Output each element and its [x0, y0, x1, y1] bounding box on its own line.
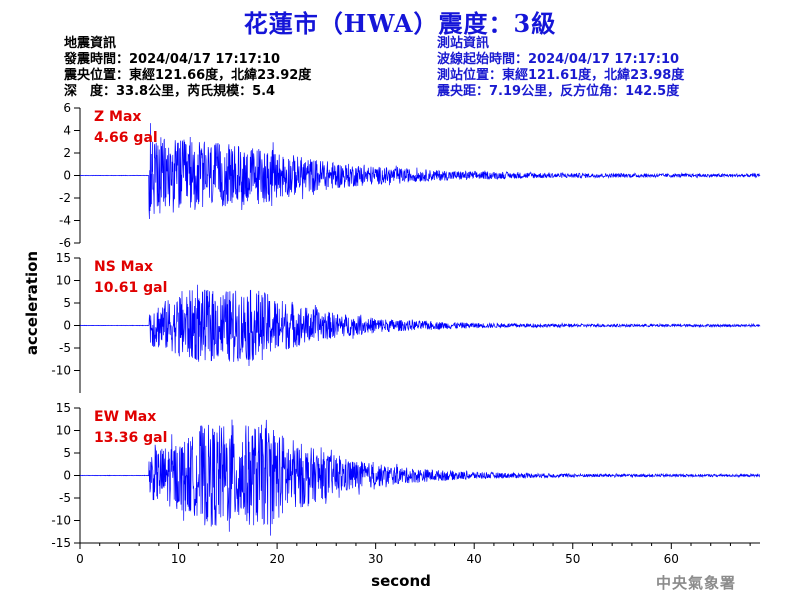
y-tick-label-ew: -10 [51, 514, 71, 528]
y-tick-label-ew: 0 [63, 469, 71, 483]
station-location: 測站位置：東經121.61度，北緯23.98度 [437, 68, 685, 83]
peak-value-ns: 10.61 gal [94, 280, 167, 296]
earthquake-info-block: 地震資訊 發震時間：2024/04/17 17:17:10 震央位置：東經121… [64, 36, 311, 100]
wave-start-time: 波線起始時間：2024/04/17 17:17:10 [437, 52, 680, 67]
y-axis-label: acceleration [23, 251, 41, 355]
chart-title: 花蓮市（HWA）震度：3級 [243, 9, 557, 38]
seismic-trace-ns [79, 284, 761, 367]
origin-time: 發震時間：2024/04/17 17:17:10 [64, 52, 281, 67]
seismic-trace-z [79, 123, 761, 220]
agency-watermark: 中央氣象署 [656, 574, 737, 592]
peak-value-z: 4.66 gal [94, 130, 158, 146]
y-tick-label-ns: 5 [63, 296, 71, 310]
y-tick-label-ns: -10 [51, 364, 71, 378]
y-tick-label-z: 4 [63, 124, 71, 138]
x-tick-label: 40 [467, 552, 482, 566]
y-tick-label-ew: 10 [56, 424, 71, 438]
y-tick-label-ns: -5 [59, 341, 71, 355]
x-axis-label: second [371, 572, 431, 590]
y-tick-label-z: 0 [63, 169, 71, 183]
y-tick-label-z: -4 [59, 214, 71, 228]
y-tick-label-ew: 15 [56, 401, 71, 415]
x-tick-label: 10 [171, 552, 186, 566]
y-tick-label-z: 2 [63, 146, 71, 160]
y-tick-label-z: -6 [59, 236, 71, 250]
peak-label-z: Z Max [94, 109, 141, 125]
y-tick-label-z: -2 [59, 191, 71, 205]
peak-label-ns: NS Max [94, 259, 153, 275]
y-tick-label-ns: 15 [56, 251, 71, 265]
station-info-block: 測站資訊 波線起始時間：2024/04/17 17:17:10 測站位置：東經1… [437, 36, 684, 100]
station-info-heading: 測站資訊 [437, 36, 490, 51]
peak-label-ew: EW Max [94, 409, 156, 425]
epicenter-location: 震央位置：東經121.66度，北緯23.92度 [64, 68, 312, 83]
y-tick-label-z: 6 [63, 101, 71, 115]
y-tick-label-ns: 10 [56, 274, 71, 288]
y-tick-label-ew: 5 [63, 446, 71, 460]
epicentral-distance: 震央距：7.19公里，反方位角：142.5度 [437, 84, 680, 99]
x-tick-label: 30 [368, 552, 383, 566]
earthquake-info-heading: 地震資訊 [64, 36, 117, 51]
y-tick-label-ew: -5 [59, 491, 71, 505]
y-tick-label-ns: 0 [63, 319, 71, 333]
seismic-trace-ew [79, 419, 761, 536]
x-tick-label: 50 [565, 552, 580, 566]
x-tick-label: 0 [76, 552, 84, 566]
x-tick-label: 60 [664, 552, 679, 566]
x-tick-label: 20 [269, 552, 284, 566]
peak-value-ew: 13.36 gal [94, 430, 167, 446]
y-tick-label-ew: -15 [51, 536, 71, 550]
depth-magnitude: 深 度：33.8公里，芮氏規模：5.4 [64, 84, 276, 99]
